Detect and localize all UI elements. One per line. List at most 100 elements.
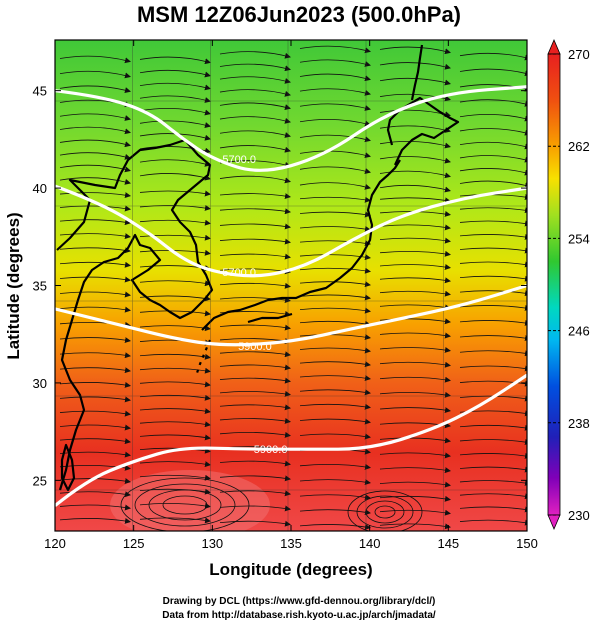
streamline (299, 375, 371, 382)
streamline (139, 367, 211, 374)
colorbar: 270 262 254 246 238 230 (547, 38, 590, 531)
streamline (459, 519, 527, 526)
credit-line-1: Drawing by DCL (https://www.gfd-dennou.o… (163, 596, 436, 607)
streamline (459, 180, 527, 189)
colorbar-bottom-arrow (547, 514, 561, 531)
streamline (459, 319, 527, 326)
streamline (59, 177, 131, 185)
streamline (59, 396, 131, 403)
streamline (219, 377, 291, 384)
streamline (219, 490, 291, 497)
streamline (139, 447, 211, 454)
streamline (59, 451, 131, 458)
y-axis-label: Latitude (degrees) (4, 212, 23, 359)
streamline (219, 505, 291, 512)
streamline (459, 439, 527, 445)
y-tick-label: 35 (33, 279, 47, 294)
streamline (459, 207, 527, 214)
streamline (299, 494, 371, 501)
streamline (459, 141, 527, 150)
streamline (219, 145, 291, 153)
colorbar-tick-label: 262 (568, 139, 590, 154)
streamline (459, 233, 527, 240)
streamline (299, 196, 371, 203)
streamline (219, 460, 291, 467)
streamline (459, 350, 527, 357)
streamline (139, 146, 211, 154)
streamline (459, 335, 527, 342)
streamline (219, 253, 291, 260)
streamline (59, 85, 131, 94)
streamline (59, 291, 131, 298)
streamline (459, 168, 527, 176)
streamline (299, 267, 371, 274)
streamline (219, 417, 291, 424)
streamline (299, 211, 371, 218)
streamline (219, 520, 291, 527)
x-tick-label: 150 (516, 536, 538, 551)
streamline (299, 307, 371, 314)
cyclonic-streamline (356, 495, 414, 529)
streamline (139, 190, 211, 197)
cyclonic-streamline (347, 490, 423, 531)
streamline (219, 297, 291, 303)
x-tick-label: 135 (280, 536, 302, 551)
sakhalin-coastline (410, 44, 424, 101)
streamline (459, 261, 527, 268)
colorbar-tick-label: 238 (568, 416, 590, 431)
streamline (219, 102, 291, 110)
contour-label: 5700.0 (222, 267, 256, 279)
streamline (59, 70, 131, 79)
colorbar-top-arrow (547, 38, 561, 55)
streamline (299, 403, 371, 410)
ryukyu-islands (194, 339, 212, 377)
colorbar-tick-label: 230 (568, 508, 590, 523)
streamline (459, 290, 527, 297)
streamline (299, 509, 371, 516)
height-contour-line (55, 373, 527, 507)
china-korea-coastline (56, 138, 214, 491)
streamline (139, 280, 211, 287)
height-contour-line (55, 283, 527, 347)
streamline (299, 463, 371, 470)
temperature-field (55, 40, 527, 531)
streamline (59, 517, 131, 524)
streamline (59, 126, 131, 135)
streamline (459, 52, 527, 61)
streamline (299, 347, 371, 354)
streamline (139, 381, 211, 388)
streamline (139, 219, 211, 226)
streamline (59, 139, 131, 148)
figure-title: MSM 12Z06Jun2023 (500.0hPa) (137, 2, 461, 27)
y-tick-label: 40 (33, 181, 47, 196)
contour-label: 5900.0 (238, 341, 272, 353)
colorbar-ticks: 270 262 254 246 238 230 (548, 47, 590, 523)
streamline (299, 523, 371, 530)
streamline (459, 365, 527, 372)
streamline (139, 474, 211, 481)
streamline (59, 352, 131, 359)
streamline (219, 116, 291, 124)
y-tick-label: 45 (33, 84, 47, 99)
streamline (459, 480, 527, 486)
streamline (459, 380, 527, 387)
streamline (299, 361, 371, 368)
streamline (59, 410, 131, 417)
x-tick-label: 130 (201, 536, 223, 551)
streamline (139, 408, 211, 415)
contour-label: 5900.0 (254, 444, 288, 456)
plot-area: 5700.0 5700.0 5900.0 5900.0 (55, 40, 527, 531)
colorbar-tick-label: 254 (568, 231, 590, 246)
streamline (139, 461, 211, 468)
streamline (219, 351, 291, 358)
streamline (459, 128, 527, 136)
y-axis-ticks: 25 30 35 40 45 (33, 84, 527, 488)
streamline (219, 175, 291, 184)
streamline (299, 479, 371, 486)
streamline (59, 261, 131, 268)
streamline (299, 103, 371, 111)
x-tick-label: 125 (123, 536, 145, 551)
y-tick-label: 25 (33, 473, 47, 488)
colorbar-gradient (547, 53, 561, 516)
